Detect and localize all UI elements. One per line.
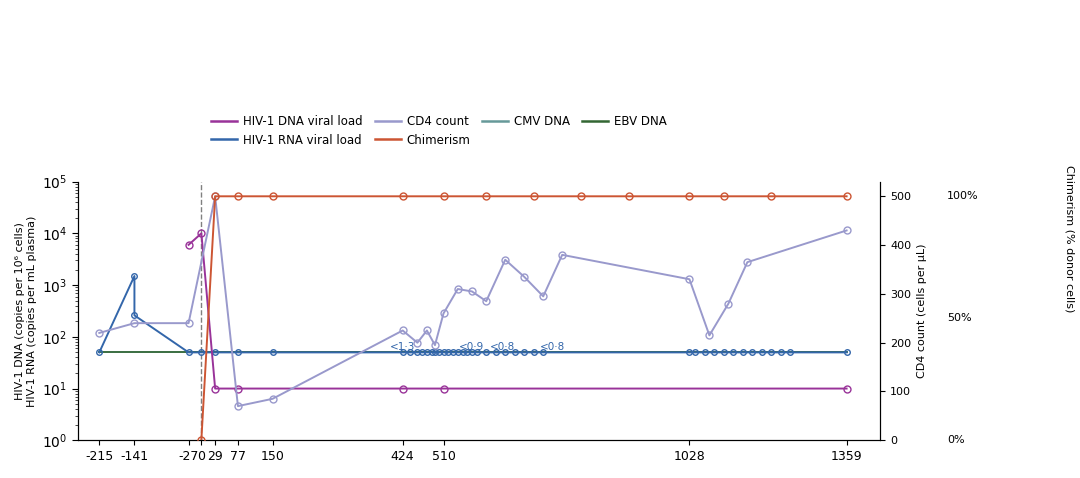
Text: 0%: 0% (947, 435, 964, 445)
Legend: HIV-1 DNA viral load, HIV-1 RNA viral load, CD4 count, Chimerism, CMV DNA, EBV D: HIV-1 DNA viral load, HIV-1 RNA viral lo… (206, 110, 672, 152)
Text: <1·3: <1·3 (390, 342, 416, 352)
Text: <0·9: <0·9 (459, 342, 485, 352)
Text: <0·8: <0·8 (490, 342, 515, 352)
Y-axis label: HIV-1 DNA (copies per 10⁶ cells)
HIV-1 RNA (copies per mL plasma): HIV-1 DNA (copies per 10⁶ cells) HIV-1 R… (15, 215, 37, 407)
Text: <0·8: <0·8 (540, 342, 565, 352)
Y-axis label: CD4 count (cells per µL): CD4 count (cells per µL) (917, 244, 927, 378)
Text: 50%: 50% (947, 313, 972, 323)
Text: 100%: 100% (947, 191, 978, 201)
Text: Chimerism (% donor cells): Chimerism (% donor cells) (1065, 165, 1075, 313)
